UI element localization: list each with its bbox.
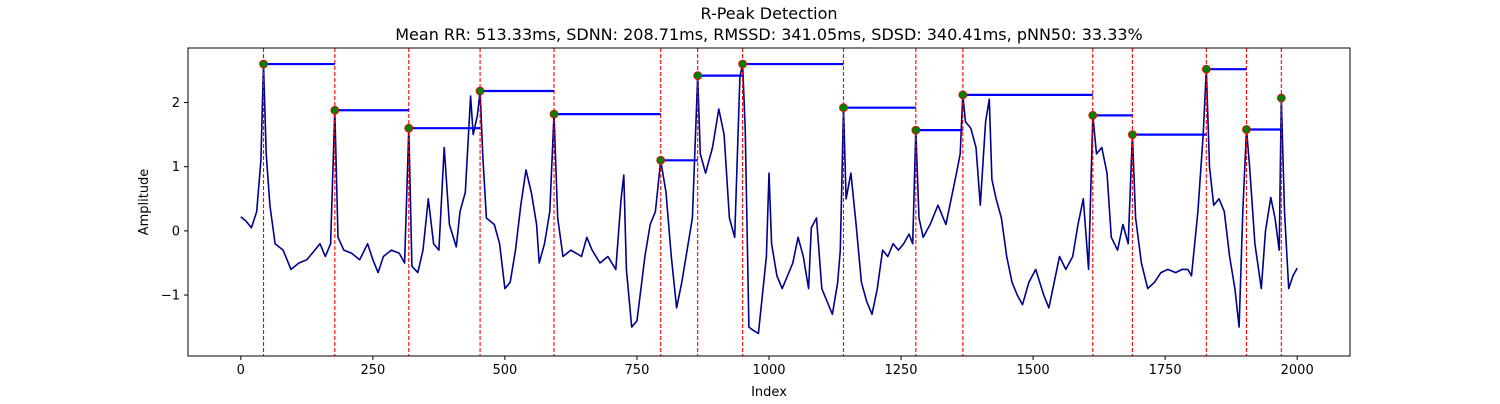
r-peak-point-5 [656, 155, 666, 165]
r-peak-point-14 [1242, 125, 1251, 134]
r-peak-point-7 [738, 59, 747, 69]
y-tick-label-0: −1 [161, 289, 180, 304]
y-tick-label-3: 2 [172, 96, 180, 111]
r-peak-point-2 [404, 123, 414, 133]
y-axis-label: Amplitude [137, 169, 152, 236]
x-tick-label-2: 500 [492, 363, 517, 378]
x-tick-label-1: 250 [360, 363, 385, 378]
y-tick-label-2: 1 [172, 160, 180, 175]
x-axis: 0 250 500 750 1000 1250 1500 1750 2000 [237, 356, 1314, 378]
x-tick-label-0: 0 [237, 363, 245, 378]
r-peak-point-11 [1088, 110, 1098, 120]
ecg-signal-line [240, 63, 1298, 335]
x-tick-label-8: 2000 [1281, 363, 1314, 378]
plot-frame [187, 47, 1351, 357]
r-peak-point-0 [259, 59, 268, 69]
plot-area [240, 48, 1298, 356]
x-tick-label-3: 750 [625, 363, 650, 378]
x-tick-label-6: 1500 [1017, 363, 1050, 378]
y-axis: −1 0 1 2 [161, 96, 188, 304]
chart-title: R-Peak Detection [700, 4, 837, 23]
y-tick-label-1: 0 [172, 224, 180, 239]
x-tick-label-5: 1250 [884, 363, 917, 378]
r-peak-point-6 [693, 71, 703, 80]
r-peak-point-3 [475, 86, 485, 96]
x-tick-label-7: 1750 [1149, 363, 1182, 378]
x-axis-label: Index [751, 385, 787, 400]
chart-subtitle: Mean RR: 513.33ms, SDNN: 208.71ms, RMSSD… [395, 25, 1143, 44]
r-peak-point-10 [958, 90, 968, 100]
r-peak-point-4 [549, 109, 559, 119]
r-peak-point-15 [1276, 93, 1286, 103]
r-peak-point-1 [330, 105, 340, 115]
r-peak-point-8 [839, 103, 848, 113]
r-peak-point-9 [911, 125, 921, 135]
r-peak-point-13 [1201, 64, 1211, 74]
x-tick-label-4: 1000 [752, 363, 785, 378]
r-peak-point-12 [1127, 130, 1137, 140]
